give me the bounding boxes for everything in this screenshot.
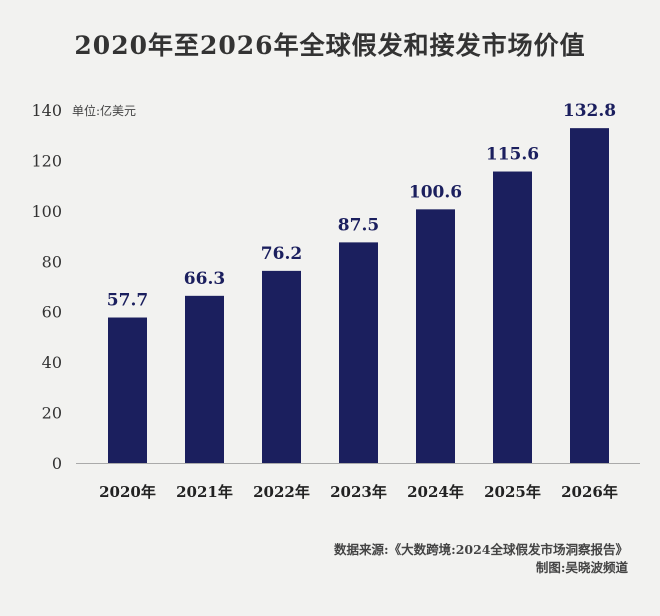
credit-note: 制图:吴晓波频道 — [535, 560, 628, 575]
data-label: 76.2 — [261, 244, 302, 264]
data-label: 115.6 — [486, 145, 539, 165]
bar — [262, 270, 301, 463]
y-tick-label: 140 — [31, 101, 62, 120]
data-label: 57.7 — [107, 291, 148, 311]
x-tick-label: 2026年 — [561, 483, 618, 501]
bar — [339, 242, 378, 463]
x-tick-label: 2023年 — [330, 483, 387, 501]
bar — [570, 128, 609, 463]
x-tick-label: 2021年 — [176, 483, 233, 501]
y-tick-label: 20 — [42, 404, 62, 423]
source-note: 数据来源:《大数跨境:2024全球假发市场洞察报告》 — [333, 542, 628, 557]
bar — [108, 317, 147, 463]
y-tick-label: 100 — [31, 202, 62, 221]
bar — [416, 209, 455, 463]
data-label: 66.3 — [184, 269, 225, 289]
y-tick-label: 80 — [42, 252, 62, 271]
data-label: 87.5 — [338, 215, 379, 235]
y-tick-label: 120 — [31, 151, 62, 170]
data-label: 132.8 — [563, 101, 616, 121]
x-tick-label: 2024年 — [407, 483, 464, 501]
y-tick-label: 60 — [42, 303, 62, 322]
bar — [493, 171, 532, 463]
y-tick-label: 40 — [42, 353, 62, 372]
x-tick-label: 2020年 — [99, 483, 156, 501]
bar — [185, 295, 224, 463]
data-label: 100.6 — [409, 182, 462, 202]
x-tick-label: 2025年 — [484, 483, 541, 501]
unit-label: 单位:亿美元 — [72, 103, 136, 118]
chart-title: 2020年至2026年全球假发和接发市场价值 — [74, 31, 586, 60]
y-tick-label: 0 — [52, 454, 62, 473]
x-tick-label: 2022年 — [253, 483, 310, 501]
